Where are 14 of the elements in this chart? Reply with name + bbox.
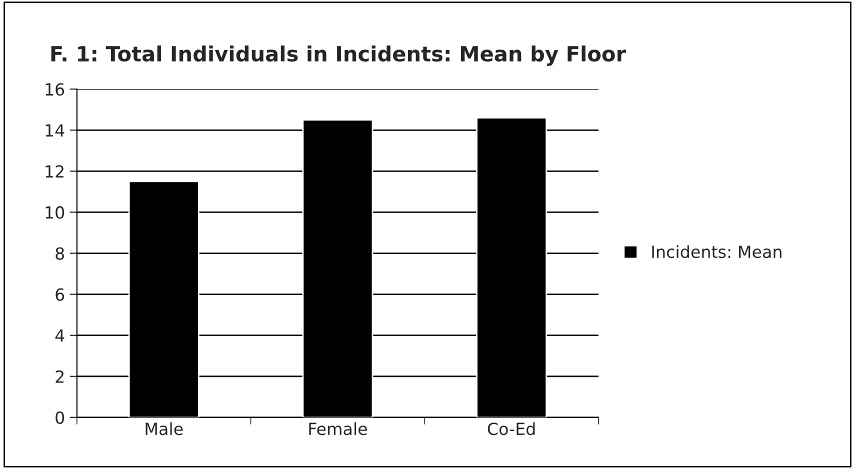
x-tick-label: Male <box>146 422 183 436</box>
y-tick-label: 8 <box>56 247 64 260</box>
y-tick-label: 16 <box>46 83 64 96</box>
y-tick-label: 0 <box>56 411 64 424</box>
x-tick-label: Female <box>309 422 367 436</box>
y-tick-label: 14 <box>46 124 64 136</box>
y-tick-label: 10 <box>46 206 64 219</box>
y-tick-label: 4 <box>55 330 64 342</box>
y-tick-label: 6 <box>56 288 64 301</box>
x-tick-label: Co-Ed <box>488 422 535 436</box>
y-tick-label: 2 <box>56 370 64 383</box>
y-tick-label: 12 <box>46 165 64 178</box>
legend-label: Incidents: Mean <box>652 245 782 258</box>
chart-title: F. 1: Total Individuals in Incidents: Mean by Floor <box>51 46 626 66</box>
